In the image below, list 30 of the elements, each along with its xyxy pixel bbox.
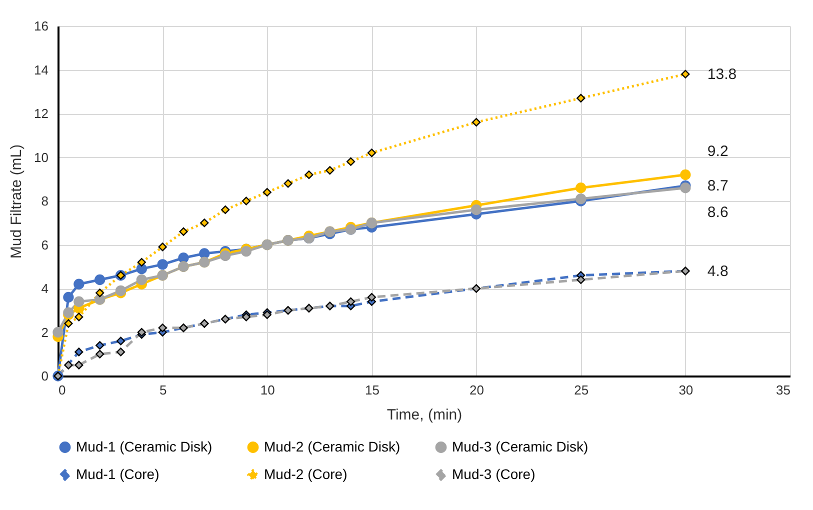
x-tick-label: 30 <box>678 382 694 398</box>
x-tick-label: 25 <box>574 382 589 398</box>
y-tick-label: 14 <box>34 62 48 78</box>
x-tick-label: 35 <box>776 382 790 398</box>
legend-label: Mud-1 (Ceramic Disk) <box>76 438 212 454</box>
x-tick-label: 5 <box>159 382 167 398</box>
data-label: 8.6 <box>707 204 728 221</box>
legend-label: Mud-3 (Core) <box>452 466 536 482</box>
legend-label: Mud-2 (Core) <box>264 466 348 482</box>
legend-label: Mud-1 (Core) <box>76 466 160 482</box>
y-tick-label: 16 <box>34 18 48 34</box>
y-tick-label: 10 <box>34 150 48 165</box>
legend-label: Mud-2 (Ceramic Disk) <box>264 438 400 454</box>
data-label: 13.8 <box>707 66 737 84</box>
x-axis-title: Time, (min) <box>386 406 462 424</box>
y-tick-label: 12 <box>34 106 48 121</box>
data-label: 8.7 <box>707 178 728 195</box>
legend-label: Mud-3 (Ceramic Disk) <box>452 438 588 454</box>
data-label: 4.8 <box>707 263 728 280</box>
y-tick-label: 6 <box>41 237 48 252</box>
y-tick-label: 4 <box>41 281 48 296</box>
y-axis-title: Mud Filtrate (mL) <box>8 144 26 259</box>
x-tick-label: 20 <box>470 382 484 398</box>
x-tick-label: 10 <box>260 382 275 398</box>
x-tick-label: 15 <box>364 382 380 398</box>
data-label: 9.2 <box>707 142 728 160</box>
y-tick-label: 0 <box>41 368 48 384</box>
x-tick-label: 0 <box>58 382 66 398</box>
y-tick-label: 8 <box>41 194 48 208</box>
y-tick-label: 2 <box>41 324 48 340</box>
